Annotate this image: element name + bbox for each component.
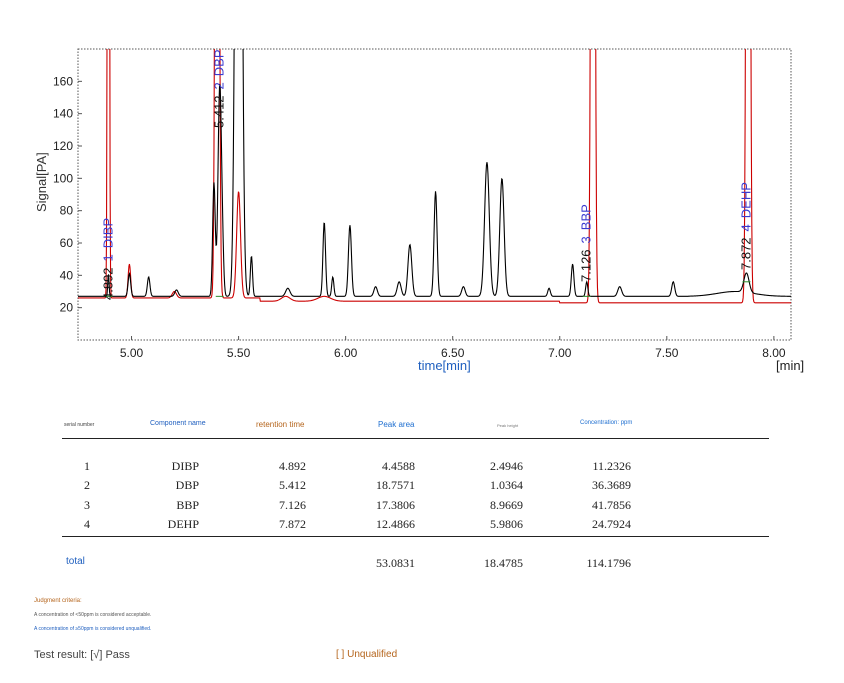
y-tick-label: 120 — [53, 139, 73, 153]
peak-name-label: BBP — [579, 204, 594, 230]
cell-conc: 41.7856 — [592, 497, 631, 512]
cell-area: 17.3806 — [376, 497, 415, 512]
cell-height: 5.9806 — [490, 516, 523, 531]
cell-area: 12.4866 — [376, 516, 415, 531]
y-tick-label: 160 — [53, 74, 73, 88]
peak-number-label: 3 — [579, 236, 594, 243]
x-tick-label: 5.50 — [227, 346, 251, 360]
peak-rt-label: 5.412 — [212, 95, 227, 128]
test-result-unqualified: [ ] Unqualified — [336, 649, 398, 660]
y-tick-label: 40 — [60, 268, 74, 282]
cell-serial: 4 — [84, 516, 90, 531]
judgment-line-1: A concentration of <50ppm is considered … — [34, 612, 152, 618]
peak-name-label: DEHP — [738, 182, 753, 218]
cell-height: 2.4946 — [490, 459, 523, 473]
peak-rt-label: 7.872 — [738, 237, 753, 270]
cell-area: 4.4588 — [382, 459, 415, 473]
cell-conc: 36.3689 — [592, 478, 631, 493]
total-area: 53.0831 — [376, 556, 415, 570]
header-peak-area: Peak area — [378, 420, 415, 429]
x-axis-title: time[min] — [418, 358, 471, 373]
cell-serial: 2 — [84, 478, 90, 493]
header-concentration: Concentration: ppm — [580, 420, 633, 426]
table-rule-bottom — [62, 536, 769, 537]
x-axis-unit: [min] — [776, 358, 804, 373]
x-tick-label: 6.50 — [441, 346, 465, 360]
peak-annotation-dehp: 7.872 4 DEHP — [738, 182, 753, 270]
chromatogram-chart: 20 40 60 80 100 120 140 160 5.00 5.50 6.00 6.50 7.0… — [34, 48, 804, 373]
cell-conc: 24.7924 — [592, 516, 631, 531]
cell-name: BBP — [176, 497, 199, 512]
peak-name-label: DIBP — [100, 218, 115, 248]
y-tick-label: 60 — [60, 236, 74, 250]
peak-number-label: 1 — [100, 254, 115, 261]
y-tick-label: 100 — [53, 171, 73, 185]
y-tick-label: 80 — [60, 204, 74, 218]
judgment-line-2: A concentration of ≥50ppm is considered … — [34, 626, 152, 632]
x-tick-label: 5.00 — [120, 346, 144, 360]
plot-frame — [77, 48, 792, 341]
header-serial: serial number — [64, 422, 95, 428]
total-label: total — [66, 556, 85, 567]
cell-serial: 3 — [84, 497, 90, 512]
peak-annotation-dbp: 5.412 2 DBP — [212, 49, 227, 128]
cell-height: 1.0364 — [490, 478, 523, 493]
cell-area: 18.7571 — [376, 478, 415, 493]
x-tick-label: 7.50 — [655, 346, 679, 360]
cell-rt: 5.412 — [279, 478, 306, 493]
header-component-name: Component name — [150, 420, 206, 427]
total-height: 18.4785 — [484, 556, 523, 570]
cell-rt: 7.126 — [279, 497, 306, 512]
peak-number-label: 2 — [212, 82, 227, 89]
y-tick-label: 140 — [53, 107, 73, 121]
test-result-pass: Test result: [√] Pass — [34, 649, 130, 661]
header-peak-height: Peak height — [497, 423, 519, 428]
y-axis-title: Signal[PA] — [34, 152, 49, 212]
x-tick-label: 6.00 — [334, 346, 358, 360]
x-tick-label: 7.00 — [548, 346, 572, 360]
header-retention-time: retention time — [256, 420, 305, 429]
series-line-1 — [78, 49, 791, 297]
y-tick-label: 20 — [60, 301, 74, 315]
cell-name: DBP — [175, 478, 199, 493]
cell-serial: 1 — [84, 459, 90, 473]
table-rule-top — [62, 438, 769, 439]
series-line-0 — [78, 49, 791, 304]
peak-number-label: 4 — [738, 224, 753, 231]
cell-conc: 11.2326 — [592, 459, 631, 473]
cell-name: DEHP — [167, 516, 199, 531]
cell-name: DIBP — [171, 459, 199, 473]
cell-rt: 4.892 — [279, 459, 306, 473]
peak-name-label: DBP — [212, 49, 227, 76]
x-tick-label: 8.00 — [762, 346, 786, 360]
peak-rt-label: 4.892 — [100, 267, 115, 300]
peak-annotation-bbp: 7.126 3 BBP — [579, 204, 594, 282]
peak-rt-label: 7.126 — [579, 249, 594, 282]
judgment-title: Judgment criteria: — [34, 598, 82, 604]
peak-annotation-dibp: 4.892 1 DIBP — [100, 218, 115, 300]
cell-rt: 7.872 — [279, 516, 306, 531]
cell-height: 8.9669 — [490, 497, 523, 512]
total-concentration: 114.1796 — [586, 556, 631, 570]
